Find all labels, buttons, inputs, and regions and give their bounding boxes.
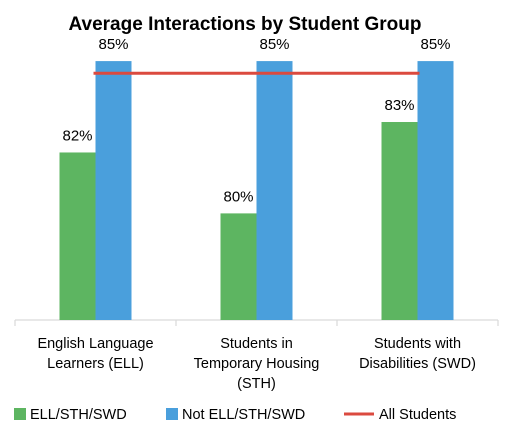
data-label: 85% <box>420 36 450 53</box>
legend-swatch <box>166 408 178 420</box>
chart-title: Average Interactions by Student Group <box>69 14 422 35</box>
category-label: Learners (ELL) <box>47 356 144 372</box>
category-label: Disabilities (SWD) <box>359 356 476 372</box>
plot-area: 82% 80% 83% 85% 85% 85% English Language Learne… <box>14 36 499 392</box>
category-label: English Language <box>37 336 153 352</box>
data-label: 85% <box>98 36 128 53</box>
bar-not-ell-sth-swd-2 <box>417 61 454 321</box>
category-label: (STH) <box>237 376 276 392</box>
bar-ell-sth-swd-2 <box>381 122 418 320</box>
category-label: Students in <box>220 336 293 352</box>
data-label: 80% <box>223 188 253 205</box>
data-label: 83% <box>384 97 414 114</box>
legend-swatch <box>14 408 26 420</box>
data-label: 85% <box>259 36 289 53</box>
bar-ell-sth-swd-1 <box>220 213 257 320</box>
bar-not-ell-sth-swd-1 <box>256 61 293 321</box>
legend: ELL/STH/SWD Not ELL/STH/SWD All Students <box>14 407 456 423</box>
bar-not-ell-sth-swd-0 <box>95 61 132 321</box>
legend-label: All Students <box>379 407 456 423</box>
bar-ell-sth-swd-0 <box>59 152 96 320</box>
category-label: Students with <box>374 336 461 352</box>
legend-label: ELL/STH/SWD <box>30 407 127 423</box>
legend-label: Not ELL/STH/SWD <box>182 407 305 423</box>
data-label: 82% <box>62 127 92 144</box>
category-label: Temporary Housing <box>194 356 320 372</box>
